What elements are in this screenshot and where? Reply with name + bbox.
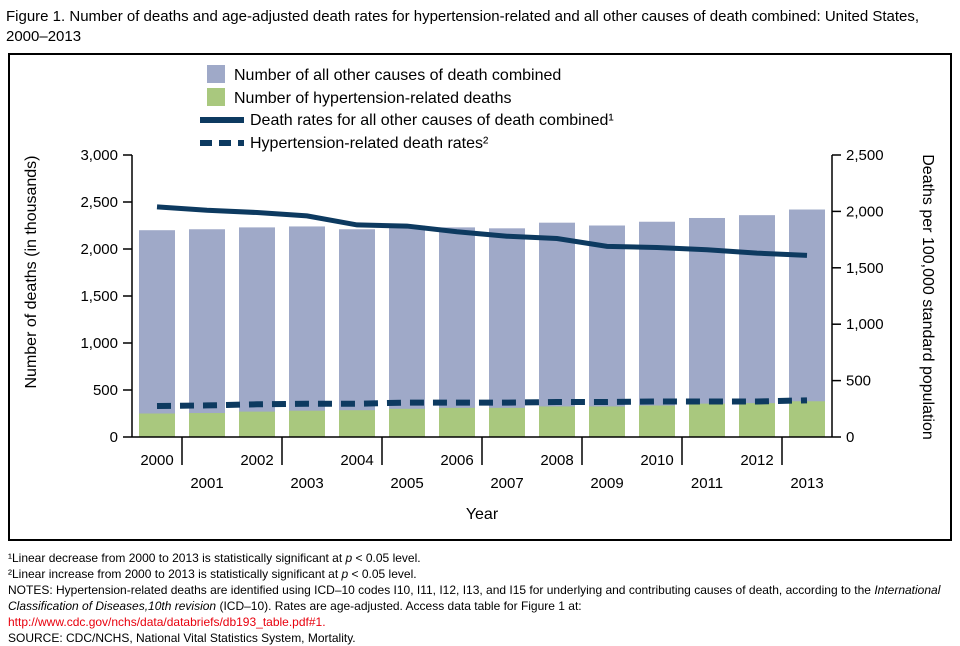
x-tick-label: 2013 — [790, 475, 823, 492]
x-tick-label: 2005 — [390, 475, 423, 492]
bar-hypertension — [739, 403, 775, 437]
left-axis-title: Number of deaths (in thousands) — [23, 155, 40, 388]
bar-hypertension — [789, 401, 825, 437]
legend-label-solid-line: Death rates for all other causes of deat… — [250, 112, 614, 129]
x-tick-label: 2012 — [740, 452, 773, 469]
footnote-2-italic: p — [341, 567, 349, 581]
y-tick-label-right: 1,500 — [846, 260, 884, 277]
bar-hypertension — [189, 413, 225, 437]
footnote-2-text: ²Linear increase from 2000 to 2013 is st… — [8, 567, 342, 581]
x-tick-label: 2011 — [691, 475, 723, 492]
y-tick-label-left: 2,000 — [80, 241, 118, 258]
bar-hypertension — [289, 410, 325, 437]
right-axis-title: Deaths per 100,000 standard population — [919, 154, 936, 440]
x-tick-label: 2010 — [640, 452, 673, 469]
y-tick-label-left: 1,000 — [80, 335, 118, 352]
y-tick-label-left: 500 — [93, 382, 118, 399]
x-tick-label: 2007 — [490, 475, 523, 492]
plot-group: 0 500 1,000 1,500 2,000 2,500 3,000 0 500 1,000 1,… — [80, 147, 883, 492]
chart-box: Number of all other causes of death comb… — [8, 53, 952, 541]
source-line: SOURCE: CDC/NCHS, National Vital Statist… — [8, 631, 356, 645]
data-table-link[interactable]: http://www.cdc.gov/nchs/data/databriefs/… — [8, 615, 326, 629]
x-tick-label: 2004 — [340, 452, 373, 469]
bar-hypertension — [339, 410, 375, 437]
y-tick-label-left: 2,500 — [80, 194, 118, 211]
y-tick-label-right: 2,500 — [846, 147, 884, 164]
bar-all-other-causes — [589, 225, 625, 437]
notes-italic: International Classification of Diseases… — [8, 583, 941, 613]
line-hypertension-rates — [156, 397, 808, 409]
footnotes: ¹Linear decrease from 2000 to 2013 is st… — [8, 550, 950, 646]
x-tick-label: 2008 — [540, 452, 573, 469]
footnote-2-tail: < 0.05 level. — [348, 567, 417, 581]
bar-hypertension — [439, 407, 475, 437]
legend-swatch-hypertension-bar — [207, 88, 225, 106]
x-axis-title: Year — [466, 506, 499, 523]
bar-all-other-causes — [139, 230, 175, 437]
footnote-2: ²Linear increase from 2000 to 2013 is st… — [8, 566, 950, 582]
x-tick-label: 2000 — [140, 452, 173, 469]
footnote-1-text: ¹Linear decrease from 2000 to 2013 is st… — [8, 551, 346, 565]
data-table-link-line: http://www.cdc.gov/nchs/data/databriefs/… — [8, 614, 950, 630]
legend-label-hypertension-bar: Number of hypertension-related deaths — [234, 90, 512, 107]
y-tick-label-right: 500 — [846, 373, 871, 390]
bar-hypertension — [489, 407, 525, 437]
x-tick-label: 2002 — [240, 452, 273, 469]
bar-all-other-causes — [489, 228, 525, 437]
bar-hypertension — [139, 413, 175, 437]
y-tick-label-right: 2,000 — [846, 203, 884, 220]
x-tick-label: 2001 — [190, 475, 223, 492]
y-tick-label-left: 0 — [110, 429, 118, 446]
bar-all-other-causes — [789, 209, 825, 437]
legend-swatch-all-other-bar — [207, 65, 225, 83]
notes-tail: (ICD–10). Rates are age-adjusted. Access… — [216, 599, 582, 613]
bar-hypertension — [639, 405, 675, 437]
legend: Number of all other causes of death comb… — [200, 65, 614, 152]
bar-hypertension — [589, 406, 625, 437]
figure-chart-svg: Number of all other causes of death comb… — [23, 65, 936, 523]
legend-label-all-other-bar: Number of all other causes of death comb… — [234, 67, 561, 84]
x-tick-label: 2006 — [440, 452, 473, 469]
bar-hypertension — [539, 406, 575, 437]
y-tick-label-left: 1,500 — [80, 288, 118, 305]
legend-label-dashed-line: Hypertension-related death rates² — [250, 135, 489, 152]
y-tick-label-right: 1,000 — [846, 316, 884, 333]
x-tick-label: 2003 — [290, 475, 323, 492]
figure-title: Figure 1. Number of deaths and age-adjus… — [6, 8, 920, 45]
notes-text: NOTES: Hypertension-related deaths are i… — [8, 583, 875, 597]
bar-hypertension — [389, 408, 425, 437]
bar-hypertension — [239, 411, 275, 437]
line-all-other-rates — [156, 204, 808, 258]
x-tick-label: 2009 — [590, 475, 623, 492]
footnote-1: ¹Linear decrease from 2000 to 2013 is st… — [8, 550, 950, 566]
footnote-1-tail: < 0.05 level. — [352, 551, 421, 565]
bar-all-other-causes — [639, 221, 675, 437]
bar-all-other-causes — [189, 229, 225, 437]
footnote-1-italic: p — [345, 551, 353, 565]
y-tick-label-right: 0 — [846, 429, 854, 446]
notes-line: NOTES: Hypertension-related deaths are i… — [8, 582, 950, 614]
y-tick-label-left: 3,000 — [80, 147, 118, 164]
bar-hypertension — [689, 403, 725, 437]
